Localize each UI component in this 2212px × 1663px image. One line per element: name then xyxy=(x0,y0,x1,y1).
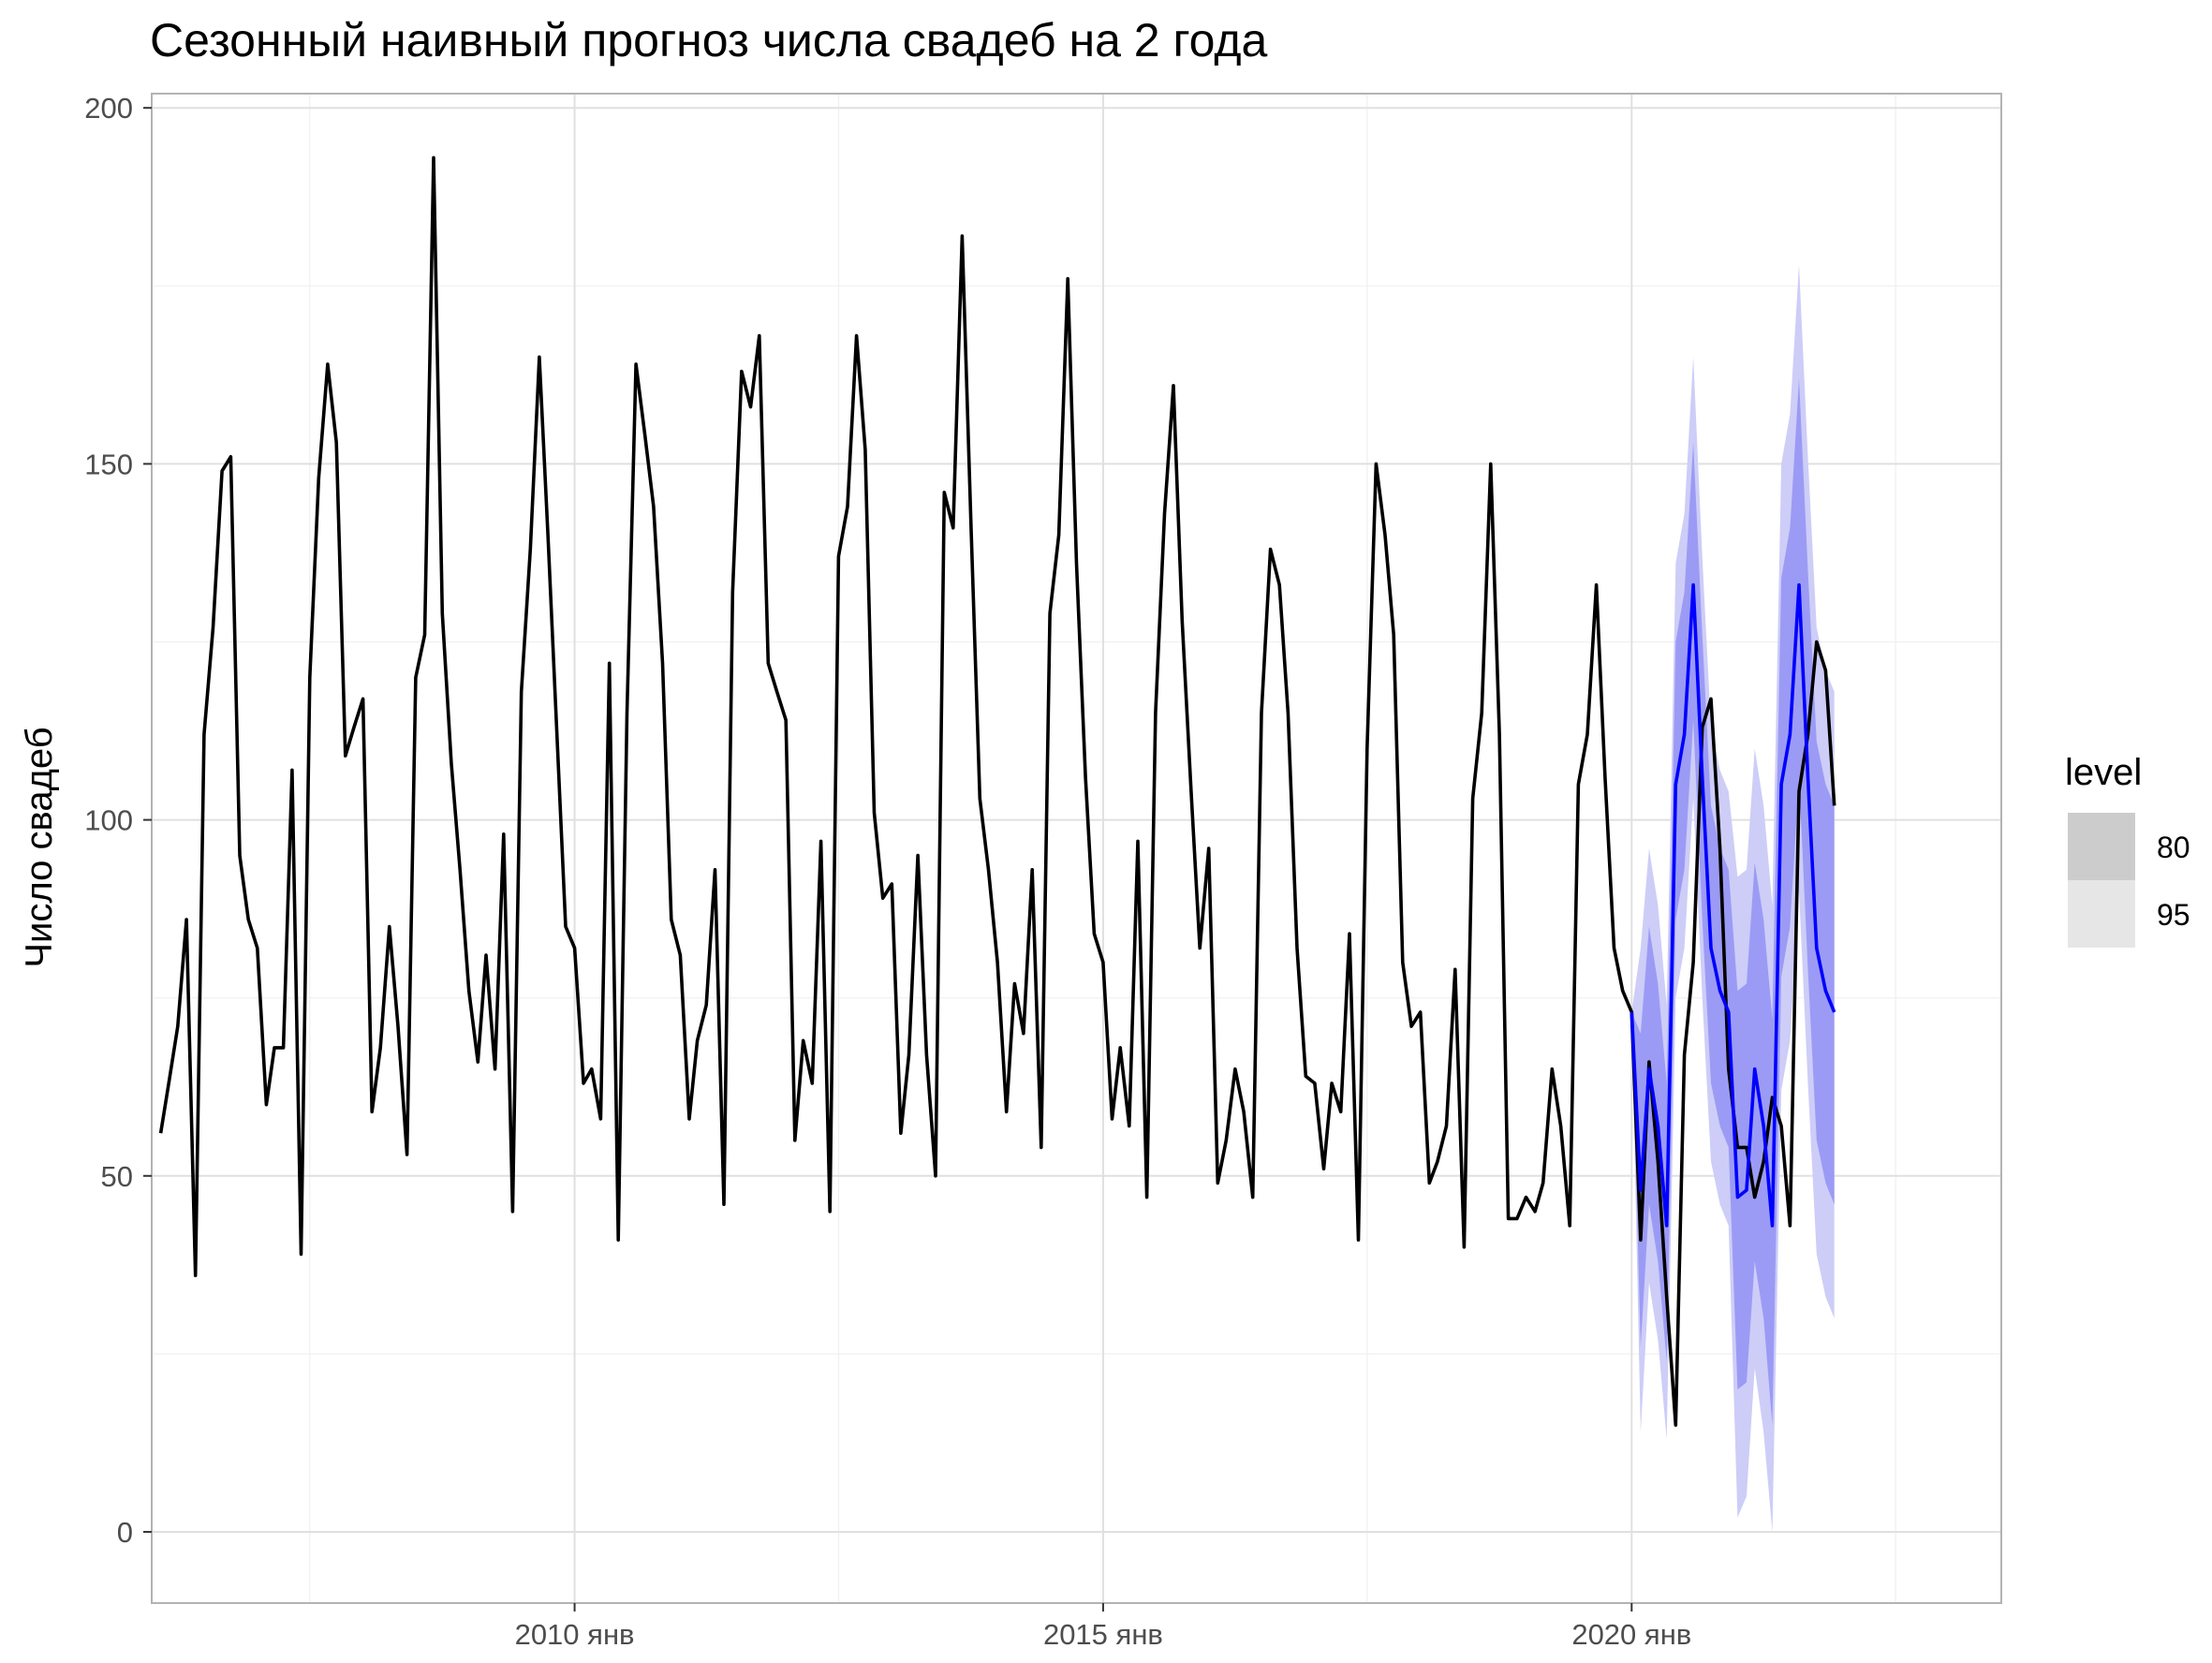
legend-key-80 xyxy=(2068,813,2135,880)
y-tick-label-4: 200 xyxy=(84,92,133,125)
legend-label-80: 80 xyxy=(2157,831,2190,864)
grid-lines xyxy=(152,94,2001,1603)
y-axis-label: Число свадеб xyxy=(19,727,60,967)
legend-key-95 xyxy=(2068,880,2135,948)
actual-line xyxy=(158,155,1836,1427)
forecast-series xyxy=(1630,582,1836,1228)
x-tick-label-2: 2020 янв xyxy=(1571,1618,1691,1651)
x-tick-label-0: 2010 янв xyxy=(515,1618,635,1651)
legend: level 80 95 xyxy=(2065,752,2190,948)
y-tick-label-1: 50 xyxy=(101,1160,133,1193)
band-80 xyxy=(1631,378,1835,1425)
actual-series xyxy=(158,155,1836,1427)
y-tick-label-3: 150 xyxy=(84,448,133,480)
chart-title: Сезонный наивный прогноз числа свадеб на… xyxy=(150,14,1268,66)
forecast-mean-line xyxy=(1630,582,1836,1228)
y-tick-label-0: 0 xyxy=(117,1516,133,1549)
x-axis: 2010 янв 2015 янв 2020 янв xyxy=(515,1603,1691,1651)
band-80-area xyxy=(1631,378,1835,1425)
legend-label-95: 95 xyxy=(2157,898,2190,932)
y-axis: 0 50 100 150 200 xyxy=(84,92,152,1549)
x-tick-label-1: 2015 янв xyxy=(1043,1618,1163,1651)
legend-title: level xyxy=(2065,752,2142,793)
panel-border xyxy=(151,93,2002,1604)
y-tick-label-2: 100 xyxy=(84,804,133,837)
